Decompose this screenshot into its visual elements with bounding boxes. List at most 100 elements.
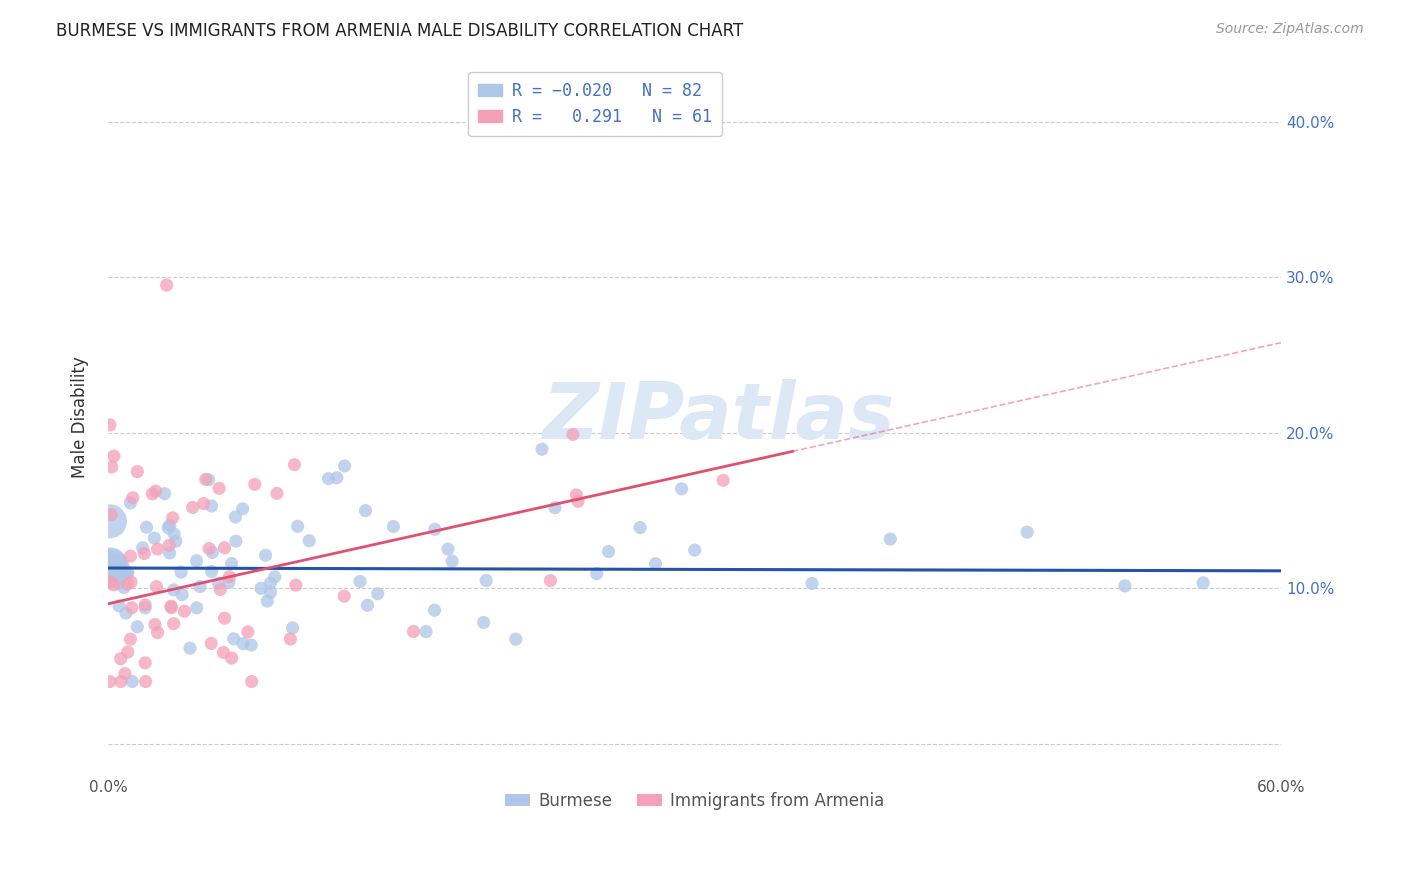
Point [153, 486, 176, 500]
Point [193, 497, 215, 511]
Point [107, 576, 129, 591]
Point [1114, 579, 1136, 593]
Point [114, 666, 136, 681]
Point [224, 510, 246, 524]
Point [103, 563, 125, 577]
Point [333, 589, 356, 603]
Point [121, 600, 143, 615]
Point [585, 566, 607, 581]
Point [565, 488, 588, 502]
Text: ZIPatlas: ZIPatlas [543, 379, 894, 455]
Point [103, 578, 125, 592]
Point [145, 484, 167, 499]
Point [259, 585, 281, 599]
Point [179, 641, 201, 656]
Point [415, 624, 437, 639]
Point [218, 570, 240, 584]
Point [240, 638, 263, 652]
Point [250, 582, 273, 596]
Point [472, 615, 495, 630]
Point [221, 651, 243, 665]
Point [561, 427, 583, 442]
Point [236, 624, 259, 639]
Point [117, 566, 139, 580]
Point [801, 576, 824, 591]
Point [98, 674, 121, 689]
Point [367, 587, 389, 601]
Point [121, 674, 143, 689]
Point [131, 541, 153, 555]
Point [318, 472, 340, 486]
Point [163, 582, 186, 597]
Point [160, 600, 183, 615]
Point [423, 603, 446, 617]
Point [1017, 525, 1039, 540]
Point [98, 514, 121, 528]
Point [475, 574, 498, 588]
Point [127, 620, 149, 634]
Point [186, 600, 208, 615]
Point [382, 519, 405, 533]
Point [354, 503, 377, 517]
Point [163, 616, 186, 631]
Point [356, 599, 378, 613]
Point [100, 558, 122, 573]
Point [157, 521, 180, 535]
Point [326, 471, 349, 485]
Point [263, 570, 285, 584]
Point [134, 600, 156, 615]
Point [209, 582, 232, 597]
Text: Source: ZipAtlas.com: Source: ZipAtlas.com [1216, 22, 1364, 37]
Point [134, 598, 156, 612]
Point [120, 575, 142, 590]
Point [145, 580, 167, 594]
Point [437, 542, 460, 557]
Point [127, 465, 149, 479]
Point [201, 545, 224, 559]
Point [254, 549, 277, 563]
Point [441, 554, 464, 568]
Point [530, 442, 553, 457]
Point [135, 520, 157, 534]
Point [120, 632, 142, 646]
Point [283, 458, 305, 472]
Point [120, 496, 142, 510]
Point [165, 534, 187, 549]
Point [671, 482, 693, 496]
Point [711, 473, 734, 487]
Point [188, 580, 211, 594]
Point [120, 549, 142, 563]
Point [225, 534, 247, 549]
Point [101, 459, 124, 474]
Point [170, 565, 193, 579]
Point [117, 645, 139, 659]
Point [160, 599, 183, 614]
Point [100, 558, 122, 572]
Point [333, 458, 356, 473]
Point [98, 574, 121, 589]
Point [259, 576, 281, 591]
Text: BURMESE VS IMMIGRANTS FROM ARMENIA MALE DISABILITY CORRELATION CHART: BURMESE VS IMMIGRANTS FROM ARMENIA MALE … [56, 22, 744, 40]
Point [181, 500, 204, 515]
Point [108, 599, 131, 613]
Point [287, 519, 309, 533]
Point [207, 576, 229, 591]
Point [115, 566, 138, 581]
Point [628, 520, 651, 534]
Point [243, 477, 266, 491]
Point [146, 625, 169, 640]
Point [214, 541, 236, 555]
Point [115, 566, 138, 581]
Point [544, 500, 567, 515]
Point [98, 417, 121, 432]
Point [232, 637, 254, 651]
Point [598, 544, 620, 558]
Point [134, 656, 156, 670]
Point [172, 588, 194, 602]
Point [222, 632, 245, 646]
Point [538, 574, 561, 588]
Legend: Burmese, Immigrants from Armenia: Burmese, Immigrants from Armenia [498, 785, 891, 816]
Point [135, 674, 157, 689]
Point [110, 674, 132, 689]
Point [1192, 575, 1215, 590]
